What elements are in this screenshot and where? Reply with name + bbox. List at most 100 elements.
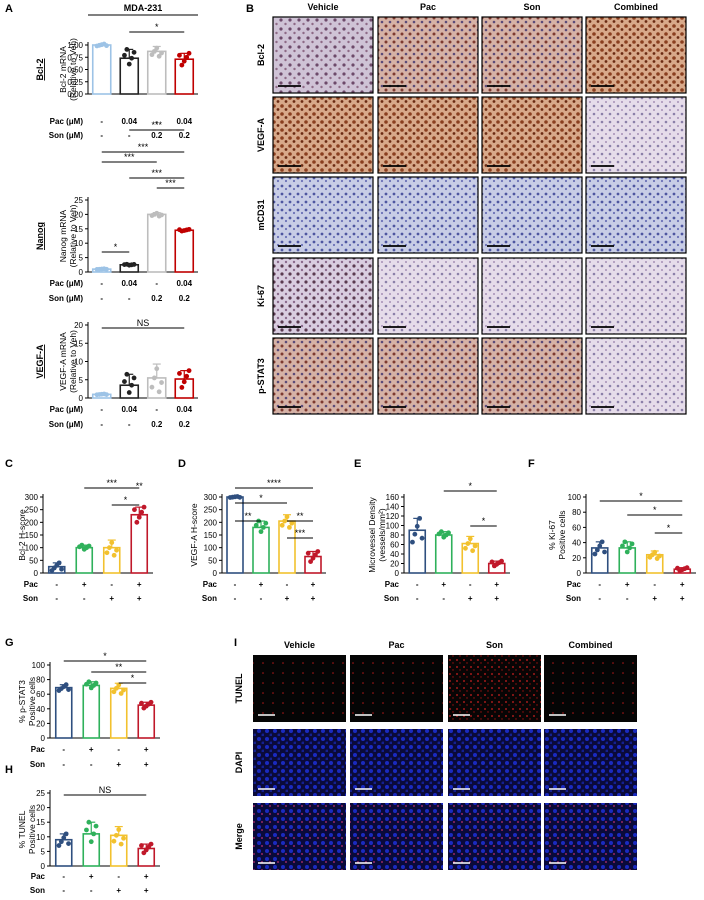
data-point <box>121 835 126 841</box>
son-value: - <box>598 594 601 603</box>
data-point <box>118 691 124 696</box>
data-point <box>159 380 164 385</box>
panel-b-row-label: Bcl-2 <box>256 44 266 66</box>
data-point <box>657 553 662 559</box>
y-tick-label: 300 <box>204 493 218 502</box>
y-tick-label: 15 <box>74 339 83 348</box>
data-point <box>446 530 451 536</box>
y-tick-label: 0 <box>577 569 582 578</box>
significance-label: *** <box>165 178 176 188</box>
pac-row-label: Pac <box>385 580 400 589</box>
data-point <box>472 543 478 549</box>
son-row-label: Son <box>384 594 399 603</box>
y-tick-label: 150 <box>25 531 39 540</box>
data-point <box>151 375 157 381</box>
data-point <box>56 843 62 848</box>
panel-i-row-label: DAPI <box>234 752 244 774</box>
pac-row-label: Pac <box>31 745 46 754</box>
y-axis-label: % p-STAT3 <box>17 680 27 723</box>
pac-value: - <box>100 405 103 414</box>
data-point <box>86 543 92 549</box>
y-tick-label: 80 <box>572 508 581 517</box>
panel-b-row-label: VEGF-A <box>256 118 266 153</box>
data-point <box>181 58 187 64</box>
data-point <box>179 385 185 390</box>
panel-b-column-header: Son <box>524 2 541 12</box>
bar <box>146 50 167 95</box>
y-axis-label: (vessels/mm²) <box>377 508 387 562</box>
y-tick-label: 250 <box>25 506 39 515</box>
data-point <box>132 507 137 513</box>
y-tick-label: 150 <box>204 531 218 540</box>
son-value: - <box>100 294 103 303</box>
panel-letter-i: I <box>234 637 237 649</box>
data-point <box>684 565 690 571</box>
pac-value: - <box>110 580 113 589</box>
pac-value: + <box>137 580 142 589</box>
pac-value: + <box>625 580 630 589</box>
son-row-label: Son (μM) <box>49 294 84 303</box>
y-tick-label: 0 <box>213 569 218 578</box>
fluorescence-image <box>253 729 346 796</box>
data-point <box>122 379 127 384</box>
son-value: + <box>137 594 142 603</box>
panel-i-column-header: Combined <box>569 640 613 650</box>
significance-label: NS <box>137 318 150 328</box>
data-point <box>253 522 259 528</box>
son-value: - <box>128 131 131 140</box>
pac-value: - <box>117 872 120 881</box>
data-point <box>154 45 160 51</box>
y-tick-label: 0 <box>79 268 84 277</box>
data-point <box>122 52 127 58</box>
data-point <box>181 379 187 385</box>
pac-row-label: Pac <box>203 580 218 589</box>
data-point <box>592 551 598 557</box>
data-point <box>126 61 132 67</box>
y-tick-label: 40 <box>390 550 399 559</box>
panel-b-row-label: p-STAT3 <box>256 358 266 394</box>
y-tick-label: 80 <box>36 676 45 685</box>
data-point <box>156 389 162 395</box>
y-tick-label: 100 <box>25 544 39 553</box>
son-value: + <box>680 594 685 603</box>
data-point <box>131 49 137 55</box>
son-row-label: Son (μM) <box>49 131 84 140</box>
fluorescence-image <box>350 729 443 796</box>
ihc-image <box>585 337 687 415</box>
y-tick-label: 100 <box>386 522 400 531</box>
data-point <box>282 518 287 524</box>
data-point <box>139 843 144 848</box>
data-point <box>104 43 109 49</box>
son-value: + <box>285 594 290 603</box>
data-point <box>412 531 418 537</box>
y-axis-label: Bcl-2 mRNA <box>58 46 68 93</box>
data-point <box>410 539 415 545</box>
data-point <box>126 390 132 395</box>
y-tick-label: 80 <box>390 531 399 540</box>
y-tick-label: 60 <box>390 541 399 550</box>
data-point <box>139 509 145 515</box>
son-value: 0.2 <box>179 420 191 429</box>
fluorescence-image <box>448 803 541 870</box>
y-tick-label: 60 <box>36 690 45 699</box>
significance-label: * <box>468 481 472 491</box>
y-tick-label: 40 <box>572 539 581 548</box>
data-point <box>186 368 192 374</box>
pac-value: 0.04 <box>176 405 192 414</box>
data-point <box>184 54 190 60</box>
son-value: + <box>144 886 149 895</box>
y-tick-label: 60 <box>572 523 581 532</box>
son-value: - <box>83 594 86 603</box>
bar <box>109 687 128 739</box>
panel-i-fluorescence-grid: Vehicle Pac Son Combined TUNEL DAPI Merge <box>234 640 637 870</box>
significance-label: * <box>131 673 135 683</box>
y-axis-label: % Ki-67 <box>547 520 557 550</box>
data-point <box>91 831 97 837</box>
data-point <box>419 535 425 541</box>
data-point <box>258 529 264 535</box>
data-point <box>154 366 160 372</box>
pac-value: - <box>55 580 58 589</box>
y-tick-label: 10 <box>74 358 83 367</box>
son-value: - <box>260 594 263 603</box>
pac-value: + <box>259 580 264 589</box>
